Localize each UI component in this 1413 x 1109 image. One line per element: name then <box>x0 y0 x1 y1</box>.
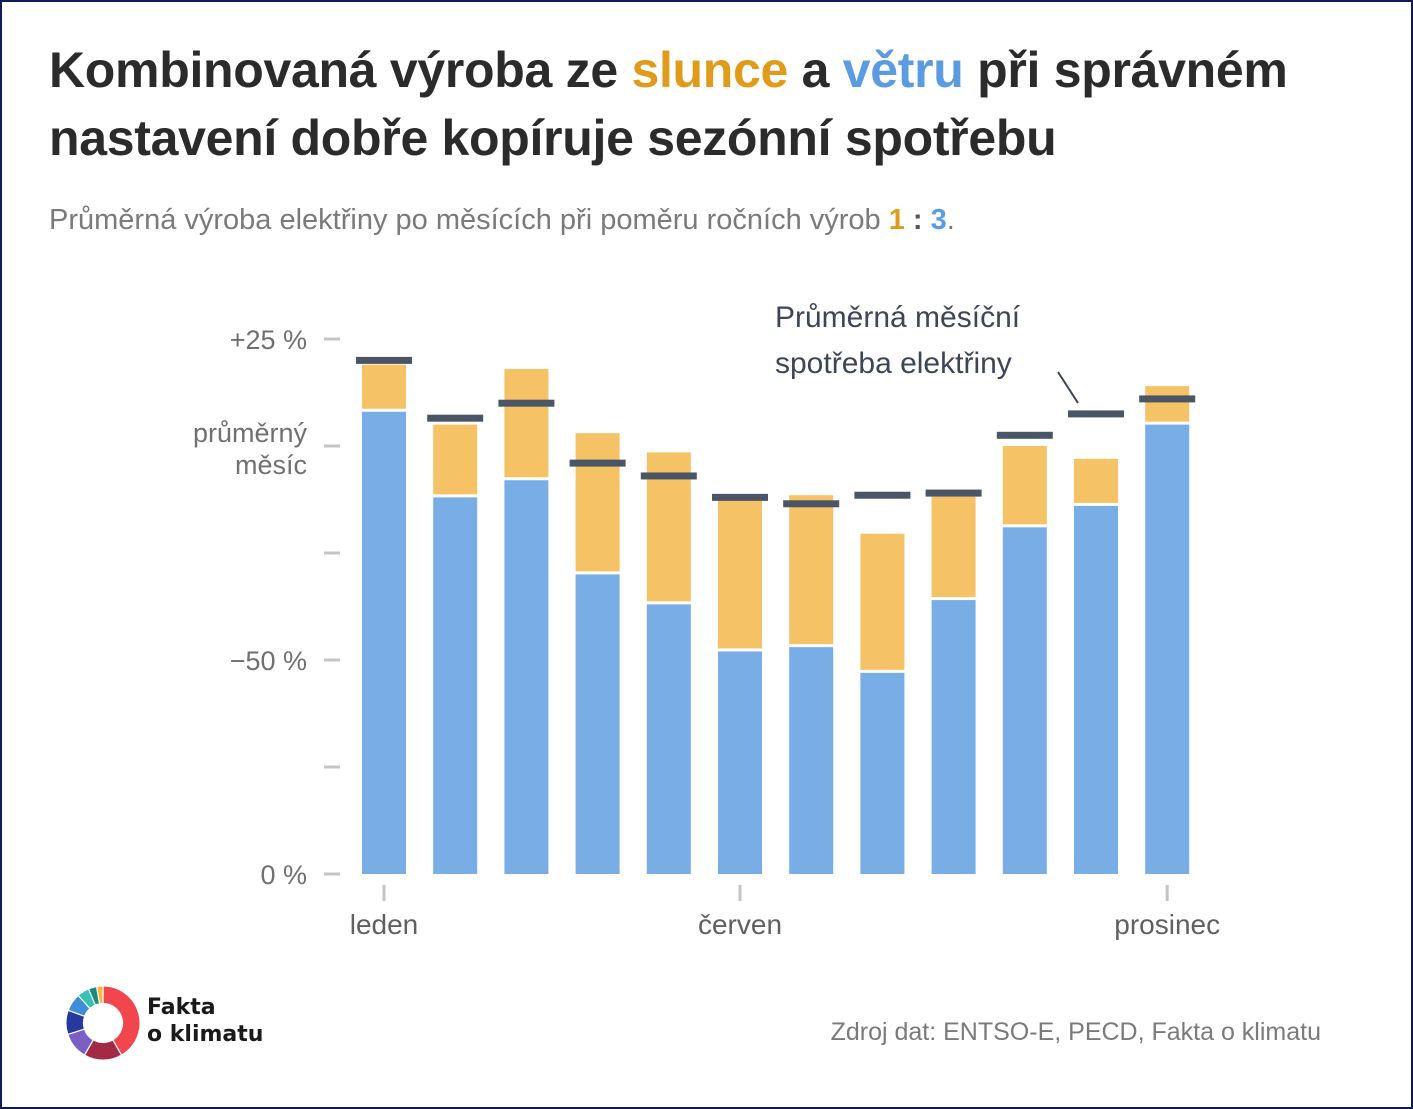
chart-title: Kombinovaná výroba ze slunce a větru při… <box>49 36 1389 172</box>
annotation-line-1: Průměrná měsíční <box>775 301 1021 334</box>
annotation-line-2: spotřeba elektřiny <box>775 347 1012 380</box>
y-tick-label: +25 % <box>230 325 307 355</box>
logo-line-1: Fakta <box>147 995 216 1020</box>
bar-solar-1 <box>362 364 406 409</box>
x-tick-label: červen <box>698 909 782 940</box>
y-tick-label: měsíc <box>235 450 307 480</box>
consumption-markers <box>356 356 1196 508</box>
bar-wind-8 <box>860 672 905 874</box>
bar-wind-6 <box>718 651 762 874</box>
bar-wind-3 <box>504 480 549 874</box>
y-tick-label: 0 % <box>260 860 307 890</box>
consumption-marker-12 <box>1139 395 1196 403</box>
subtitle-solar-ratio: 1 <box>888 204 905 236</box>
bar-solar-6 <box>718 499 762 649</box>
consumption-marker-10 <box>996 431 1053 439</box>
bar-solar-10 <box>1002 446 1047 525</box>
consumption-marker-9 <box>925 489 982 497</box>
consumption-marker-3 <box>498 399 555 407</box>
x-tick-label: prosinec <box>1114 909 1220 940</box>
title-text: při správném nastavení dobře kopíruje se… <box>49 42 1288 166</box>
consumption-marker-7 <box>783 500 840 508</box>
bar-wind-1 <box>362 411 406 874</box>
bar-wind-4 <box>575 574 620 874</box>
bars <box>362 364 1190 874</box>
bar-wind-2 <box>433 497 478 874</box>
logo-segment <box>102 985 141 1056</box>
bar-wind-10 <box>1002 527 1047 874</box>
bar-wind-9 <box>931 600 976 874</box>
consumption-annotation: Průměrná měsíční spotřeba elektřiny <box>775 301 1079 404</box>
chart-subtitle: Průměrná výroba elektřiny po měsících př… <box>49 200 955 240</box>
x-tick-label: leden <box>350 909 419 940</box>
title-wind-word: větru <box>842 42 964 98</box>
subtitle-wind-ratio: 3 <box>930 204 947 236</box>
bar-wind-7 <box>789 647 834 874</box>
subtitle-text: Průměrná výroba elektřiny po měsících př… <box>49 204 889 236</box>
fakta-o-klimatu-logo-icon <box>65 985 141 1061</box>
consumption-marker-6 <box>712 493 768 501</box>
bar-solar-4 <box>575 433 620 572</box>
logo-segment <box>95 985 104 1005</box>
consumption-marker-5 <box>640 472 697 480</box>
consumption-marker-2 <box>427 414 484 422</box>
consumption-marker-4 <box>569 459 626 467</box>
bar-wind-11 <box>1074 505 1118 874</box>
bar-wind-5 <box>646 604 691 874</box>
consumption-marker-1 <box>356 356 412 364</box>
logo-text: Fakta o klimatu <box>147 994 263 1048</box>
subtitle-ratio-separator: : <box>904 204 931 236</box>
x-axis: leden červen prosinec <box>350 885 1220 940</box>
bar-solar-7 <box>789 495 834 645</box>
y-tick-label: −50 % <box>230 646 307 676</box>
title-text: a <box>788 42 843 98</box>
bar-solar-9 <box>931 495 976 598</box>
subtitle-end: . <box>946 204 955 236</box>
bar-solar-2 <box>433 424 478 495</box>
consumption-marker-11 <box>1068 410 1124 418</box>
bar-solar-11 <box>1074 458 1118 503</box>
title-solar-word: slunce <box>631 42 789 98</box>
title-text: Kombinovaná výroba ze <box>49 42 632 98</box>
y-tick-label: průměrný <box>193 418 308 448</box>
bar-solar-12 <box>1145 386 1190 422</box>
annotation-leader-line <box>1057 371 1079 404</box>
bar-solar-8 <box>860 533 905 670</box>
logo-line-2: o klimatu <box>147 1022 264 1047</box>
consumption-marker-8 <box>854 491 911 499</box>
bar-wind-12 <box>1145 424 1190 874</box>
data-source: Zdroj dat: ENTSO-E, PECD, Fakta o klimat… <box>830 1018 1321 1046</box>
bar-solar-3 <box>504 368 549 478</box>
